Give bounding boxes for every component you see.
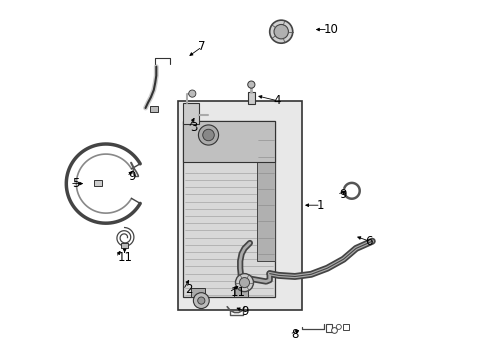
Bar: [257, 121, 275, 261]
Bar: [94, 180, 102, 186]
Bar: [325, 324, 332, 332]
Bar: [183, 121, 275, 162]
Text: 1: 1: [316, 199, 324, 212]
Circle shape: [188, 90, 196, 97]
Circle shape: [247, 81, 254, 88]
Circle shape: [235, 274, 253, 292]
Text: 11: 11: [118, 251, 133, 264]
Circle shape: [198, 125, 218, 145]
Bar: [190, 288, 204, 297]
Circle shape: [203, 129, 214, 141]
Circle shape: [239, 278, 249, 288]
Text: 9: 9: [338, 188, 346, 201]
Text: 9: 9: [128, 170, 136, 183]
Text: 5: 5: [72, 177, 79, 190]
Text: 10: 10: [323, 23, 338, 36]
Bar: [183, 103, 199, 124]
Text: 8: 8: [291, 328, 298, 341]
Text: 4: 4: [273, 94, 280, 107]
Bar: [150, 106, 158, 112]
Text: 9: 9: [241, 305, 248, 318]
Circle shape: [197, 297, 204, 304]
Text: 3: 3: [190, 121, 198, 134]
Text: 11: 11: [230, 286, 245, 299]
Circle shape: [269, 20, 292, 43]
Bar: [121, 243, 127, 248]
Bar: [233, 288, 247, 297]
Circle shape: [193, 293, 209, 309]
Bar: [183, 121, 275, 297]
Text: 2: 2: [185, 283, 192, 296]
Circle shape: [331, 328, 337, 333]
Bar: [178, 101, 302, 310]
Text: 7: 7: [197, 40, 205, 53]
Circle shape: [273, 24, 288, 39]
Circle shape: [336, 324, 341, 329]
Bar: [342, 324, 348, 330]
Text: 6: 6: [365, 235, 372, 248]
Bar: [247, 92, 254, 104]
